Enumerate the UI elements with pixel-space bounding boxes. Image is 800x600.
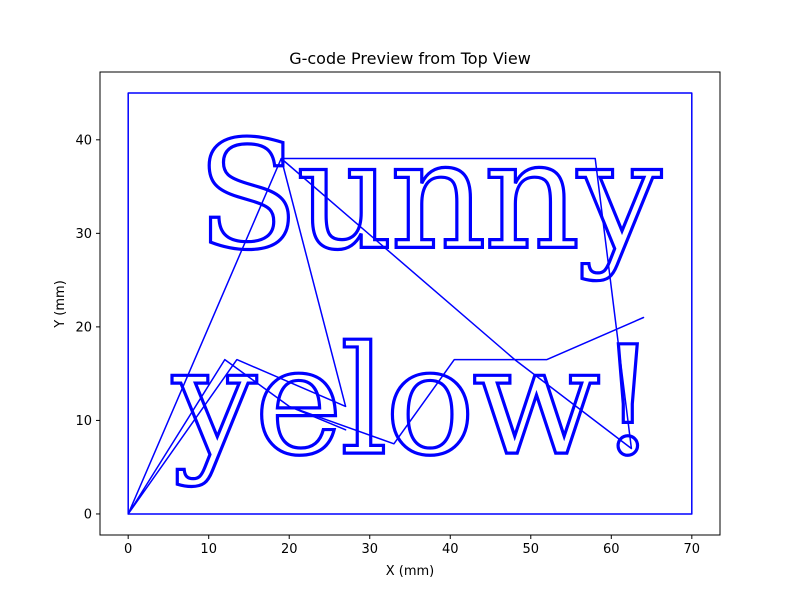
x-tick-label: 60 bbox=[603, 542, 620, 557]
x-tick-label: 50 bbox=[523, 542, 540, 557]
x-axis-ticks: 0 10 20 30 40 50 60 70 bbox=[124, 535, 700, 557]
y-tick-label: 20 bbox=[75, 320, 92, 335]
x-tick-label: 20 bbox=[281, 542, 298, 557]
x-axis-label: X (mm) bbox=[386, 564, 435, 579]
y-tick-label: 40 bbox=[75, 133, 92, 148]
x-tick-label: 10 bbox=[200, 542, 217, 557]
y-tick-label: 30 bbox=[75, 227, 92, 242]
gcode-text-path-2: yelow! bbox=[171, 315, 654, 489]
x-tick-label: 0 bbox=[124, 542, 132, 557]
chart-title: G-code Preview from Top View bbox=[289, 49, 531, 68]
y-axis-label: Y (mm) bbox=[53, 280, 68, 329]
plot-area bbox=[99, 71, 721, 536]
x-tick-label: 40 bbox=[442, 542, 459, 557]
gcode-text-layer: Sunny yelow! bbox=[170, 108, 667, 491]
y-axis-ticks: 0 10 20 30 40 bbox=[75, 133, 100, 522]
x-tick-label: 30 bbox=[361, 542, 378, 557]
series-line-travel bbox=[127, 157, 645, 515]
x-tick-label: 70 bbox=[684, 542, 701, 557]
series-line-border bbox=[127, 92, 693, 515]
gcode-text-path-1: Sunny bbox=[197, 109, 663, 283]
y-tick-label: 10 bbox=[75, 414, 92, 429]
data-layer bbox=[127, 92, 693, 515]
y-tick-label: 0 bbox=[84, 507, 92, 522]
